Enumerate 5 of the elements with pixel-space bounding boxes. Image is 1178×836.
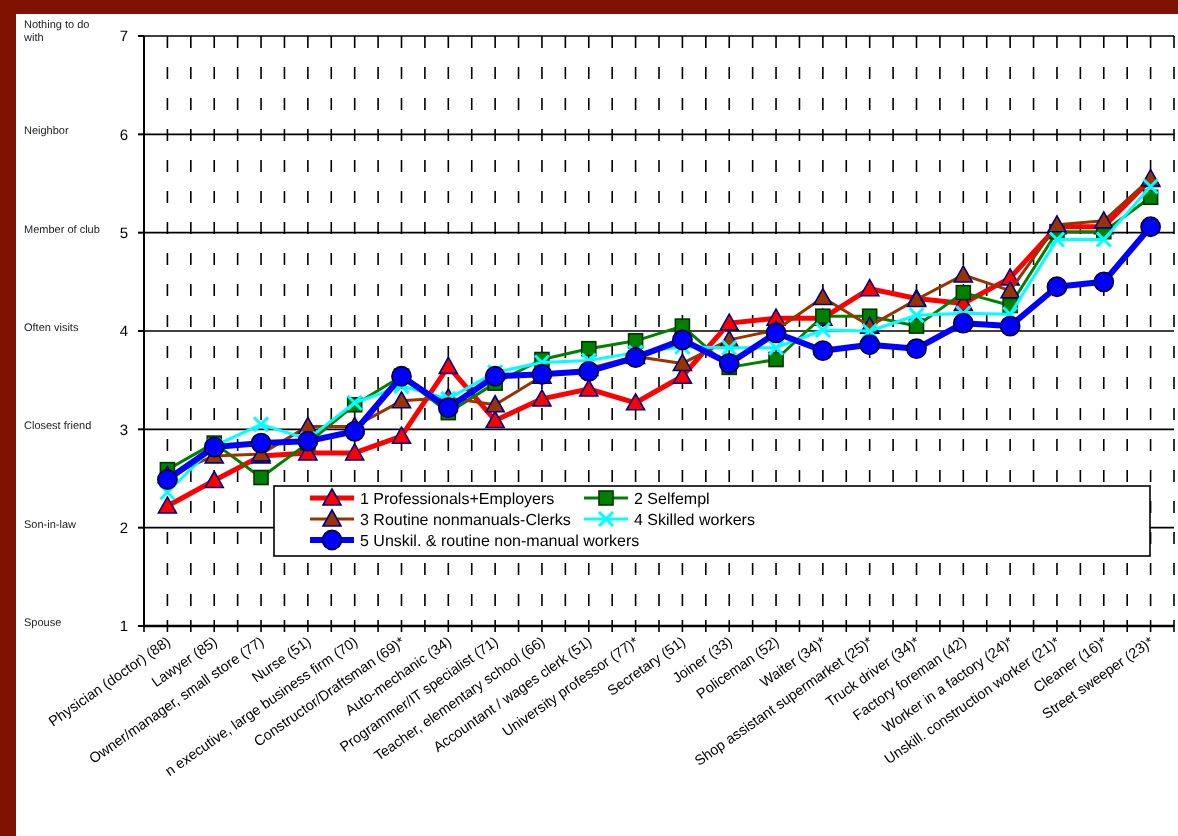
legend-label: 3 Routine nonmanuals-Clerks xyxy=(360,510,571,529)
legend-label: 2 Selfempl xyxy=(634,489,711,508)
legend-label: 5 Unskil. & routine non-manual workers xyxy=(360,531,640,550)
legend-label: 1 Professionals+Employers xyxy=(360,489,555,508)
legend-label: 4 Skilled workers xyxy=(634,510,755,529)
